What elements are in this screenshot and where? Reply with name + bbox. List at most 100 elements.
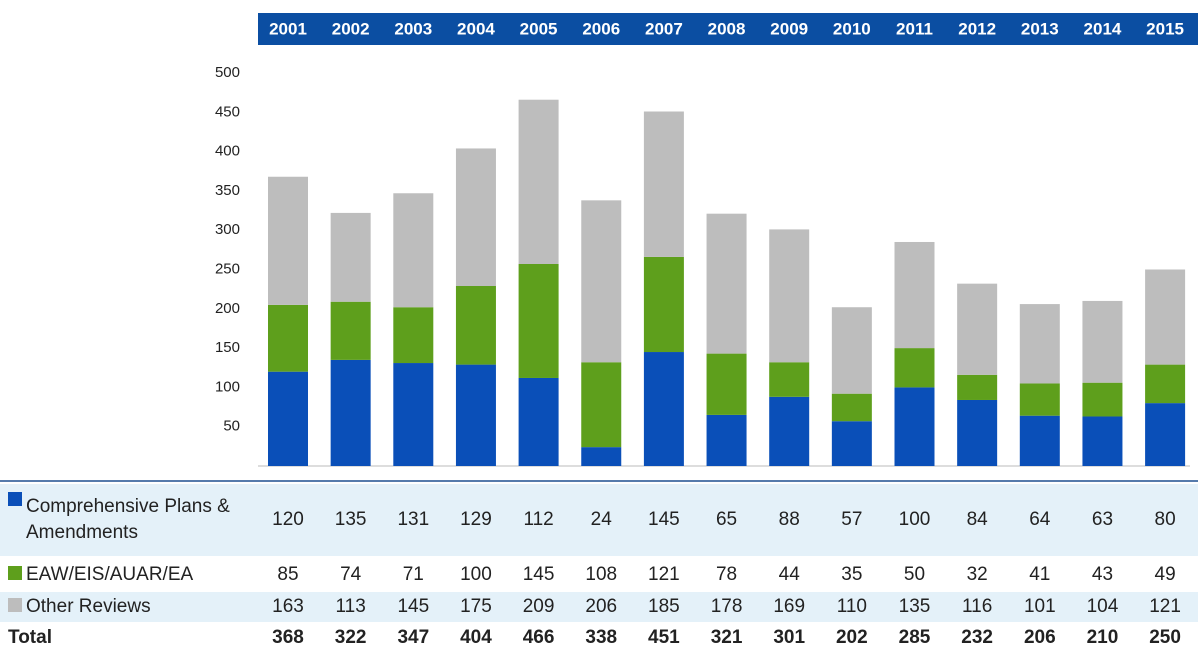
table-value: 175 xyxy=(460,596,492,617)
legend-swatch xyxy=(8,492,22,506)
legend-label: Other Reviews xyxy=(26,596,151,617)
table-value: 50 xyxy=(904,564,925,585)
y-tick-label: 150 xyxy=(215,339,240,356)
legend-entry: Comprehensive Plans & Amendments xyxy=(8,486,258,554)
table-value: 110 xyxy=(837,596,867,617)
table-value: 121 xyxy=(648,564,680,585)
table-value: 41 xyxy=(1029,564,1050,585)
table-value: 84 xyxy=(967,509,989,530)
bar-segment xyxy=(769,396,810,466)
bar-segment xyxy=(643,256,684,353)
year-label: 2006 xyxy=(582,19,620,38)
legend-entry: EAW/EIS/AUAR/EA xyxy=(8,560,258,590)
y-tick-label: 100 xyxy=(215,378,240,395)
bar-segment xyxy=(1019,304,1060,384)
bar-segment xyxy=(268,304,308,372)
bar-segment xyxy=(831,307,872,394)
bar-segment xyxy=(643,111,684,257)
table-value: 71 xyxy=(403,564,424,585)
bar-segment xyxy=(1082,416,1123,466)
bar-segment xyxy=(957,374,998,400)
table-value: 74 xyxy=(340,564,362,585)
bar-segment xyxy=(1145,403,1186,466)
bar-segment xyxy=(455,286,496,365)
bar-segment xyxy=(706,414,747,466)
table-value: 135 xyxy=(899,596,931,617)
bar-segment xyxy=(894,348,935,388)
total-value: 451 xyxy=(648,627,680,648)
total-value: 206 xyxy=(1024,627,1056,648)
table-value: 113 xyxy=(336,596,366,617)
bar-segment xyxy=(643,352,684,466)
bar-segment xyxy=(957,399,998,466)
bar-segment xyxy=(393,307,434,364)
bar-segment xyxy=(1082,300,1123,383)
bar-segment xyxy=(581,200,622,363)
table-value: 209 xyxy=(523,596,555,617)
table-value: 120 xyxy=(272,509,304,530)
y-tick-label: 500 xyxy=(215,64,240,81)
table-value: 112 xyxy=(523,509,553,530)
table-value: 169 xyxy=(773,596,805,617)
table-value: 206 xyxy=(585,596,617,617)
bar-segment xyxy=(894,241,935,349)
table-value: 44 xyxy=(779,564,801,585)
table-value: 80 xyxy=(1155,509,1176,530)
bar-segment xyxy=(268,371,308,466)
y-tick-label: 50 xyxy=(223,418,240,435)
table-value: 185 xyxy=(648,596,680,617)
year-label: 2013 xyxy=(1021,19,1059,38)
bar-segment xyxy=(706,213,747,354)
year-label: 2010 xyxy=(833,19,871,38)
table-value: 57 xyxy=(841,509,862,530)
y-tick-label: 350 xyxy=(215,182,240,199)
y-tick-label: 450 xyxy=(215,103,240,120)
table-value: 131 xyxy=(397,509,429,530)
year-label: 2015 xyxy=(1146,19,1184,38)
bar-segment xyxy=(769,362,810,397)
total-value: 321 xyxy=(711,627,743,648)
legend-swatch xyxy=(8,598,22,612)
legend-swatch xyxy=(8,566,22,580)
year-label: 2014 xyxy=(1084,19,1122,38)
y-tick-label: 250 xyxy=(215,260,240,277)
bar-segment xyxy=(1019,383,1060,416)
legend-entry: Other Reviews xyxy=(8,592,258,622)
bar-segment xyxy=(894,387,935,466)
legend-label: EAW/EIS/AUAR/EA xyxy=(26,564,194,585)
table-value: 104 xyxy=(1087,596,1119,617)
year-label: 2012 xyxy=(958,19,996,38)
total-value: 210 xyxy=(1087,627,1119,648)
total-value: 285 xyxy=(899,627,931,648)
bar-segment xyxy=(455,364,496,466)
table-value: 100 xyxy=(460,564,492,585)
total-label: Total xyxy=(8,627,52,648)
total-value: 338 xyxy=(585,627,617,648)
table-value: 108 xyxy=(585,564,617,585)
year-label: 2001 xyxy=(269,19,307,38)
year-label: 2004 xyxy=(457,19,495,38)
table-value: 145 xyxy=(523,564,555,585)
table-value: 145 xyxy=(397,596,429,617)
bar-segment xyxy=(706,353,747,415)
year-label: 2011 xyxy=(896,19,933,38)
bar-segment xyxy=(330,301,371,360)
bar-segment xyxy=(268,176,308,305)
total-value: 404 xyxy=(460,627,492,648)
table-value: 129 xyxy=(460,509,492,530)
table-value: 65 xyxy=(716,509,737,530)
bar-segment xyxy=(831,393,872,422)
table-value: 100 xyxy=(899,509,931,530)
year-label: 2002 xyxy=(332,19,370,38)
total-value: 466 xyxy=(523,627,555,648)
total-value: 301 xyxy=(773,627,805,648)
total-value: 347 xyxy=(397,627,429,648)
table-value: 101 xyxy=(1024,596,1056,617)
y-tick-label: 200 xyxy=(215,300,240,317)
bar-segment xyxy=(393,193,434,308)
table-value: 32 xyxy=(967,564,988,585)
bar-segment xyxy=(518,263,559,378)
year-label: 2008 xyxy=(708,19,746,38)
bar-segment xyxy=(518,377,559,466)
